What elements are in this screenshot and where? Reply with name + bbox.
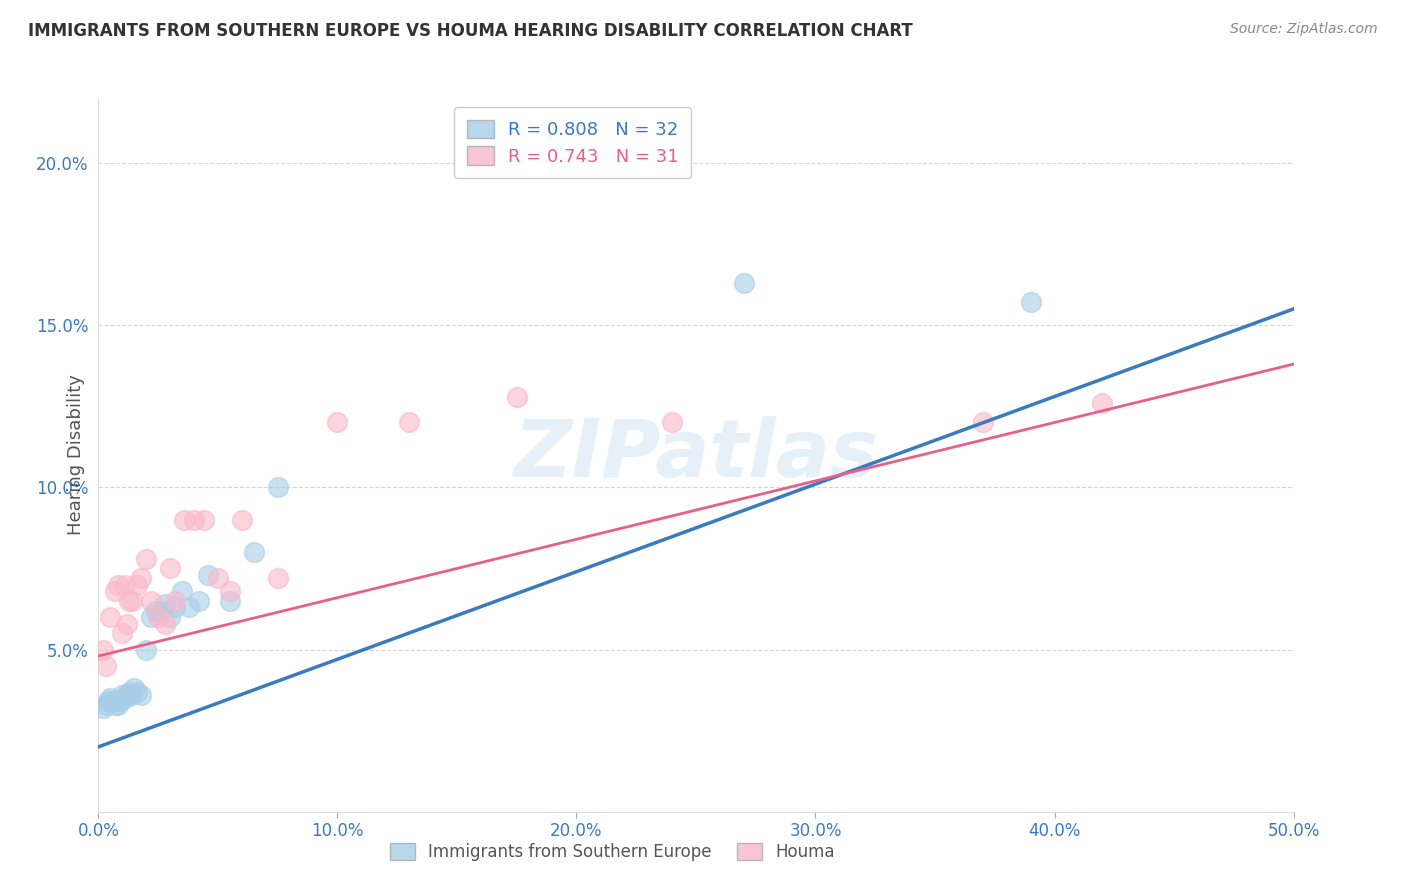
Point: [197, 568, 219, 582]
Point: [159, 561, 181, 575]
Point: [104, 698, 127, 712]
Point: [97, 694, 120, 708]
Point: [163, 594, 186, 608]
Point: [326, 416, 349, 430]
Point: [131, 571, 153, 585]
Point: [193, 513, 215, 527]
Point: [118, 684, 141, 698]
Legend: Immigrants from Southern Europe, Houma: Immigrants from Southern Europe, Houma: [384, 836, 841, 868]
Point: [114, 691, 136, 706]
Point: [98, 610, 122, 624]
Point: [91, 642, 114, 657]
Point: [145, 604, 167, 618]
Point: [135, 642, 157, 657]
Point: [179, 600, 201, 615]
Point: [121, 594, 143, 608]
Text: IMMIGRANTS FROM SOUTHERN EUROPE VS HOUMA HEARING DISABILITY CORRELATION CHART: IMMIGRANTS FROM SOUTHERN EUROPE VS HOUMA…: [28, 22, 912, 40]
Point: [155, 597, 177, 611]
Point: [115, 616, 138, 631]
Point: [661, 416, 683, 430]
Point: [111, 688, 134, 702]
Point: [173, 513, 195, 527]
Point: [187, 594, 209, 608]
Point: [124, 681, 146, 696]
Point: [135, 551, 157, 566]
Point: [1019, 295, 1042, 310]
Point: [91, 701, 114, 715]
Point: [733, 276, 755, 290]
Text: ZIPatlas: ZIPatlas: [513, 416, 879, 494]
Point: [183, 513, 205, 527]
Point: [125, 684, 148, 698]
Point: [107, 577, 129, 591]
Point: [125, 577, 148, 591]
Point: [243, 545, 266, 559]
Point: [207, 571, 229, 585]
Text: Source: ZipAtlas.com: Source: ZipAtlas.com: [1230, 22, 1378, 37]
Point: [94, 658, 117, 673]
Point: [148, 610, 170, 624]
Point: [972, 416, 994, 430]
Point: [121, 688, 143, 702]
Point: [101, 694, 124, 708]
Point: [111, 626, 134, 640]
Point: [267, 571, 290, 585]
Point: [1091, 396, 1114, 410]
Point: [139, 594, 162, 608]
Point: [98, 691, 122, 706]
Point: [114, 577, 136, 591]
Point: [131, 688, 153, 702]
Point: [163, 600, 186, 615]
Point: [172, 584, 194, 599]
Point: [219, 584, 242, 599]
Point: [267, 480, 290, 494]
Point: [139, 610, 162, 624]
Point: [159, 610, 181, 624]
Point: [118, 594, 141, 608]
Point: [506, 390, 529, 404]
Point: [108, 694, 131, 708]
Point: [94, 698, 117, 712]
Point: [398, 416, 420, 430]
Point: [155, 616, 177, 631]
Point: [231, 513, 253, 527]
Point: [104, 584, 127, 599]
Point: [115, 688, 138, 702]
Point: [107, 698, 129, 712]
Point: [149, 604, 172, 618]
Point: [219, 594, 242, 608]
Y-axis label: Hearing Disability: Hearing Disability: [66, 375, 84, 535]
